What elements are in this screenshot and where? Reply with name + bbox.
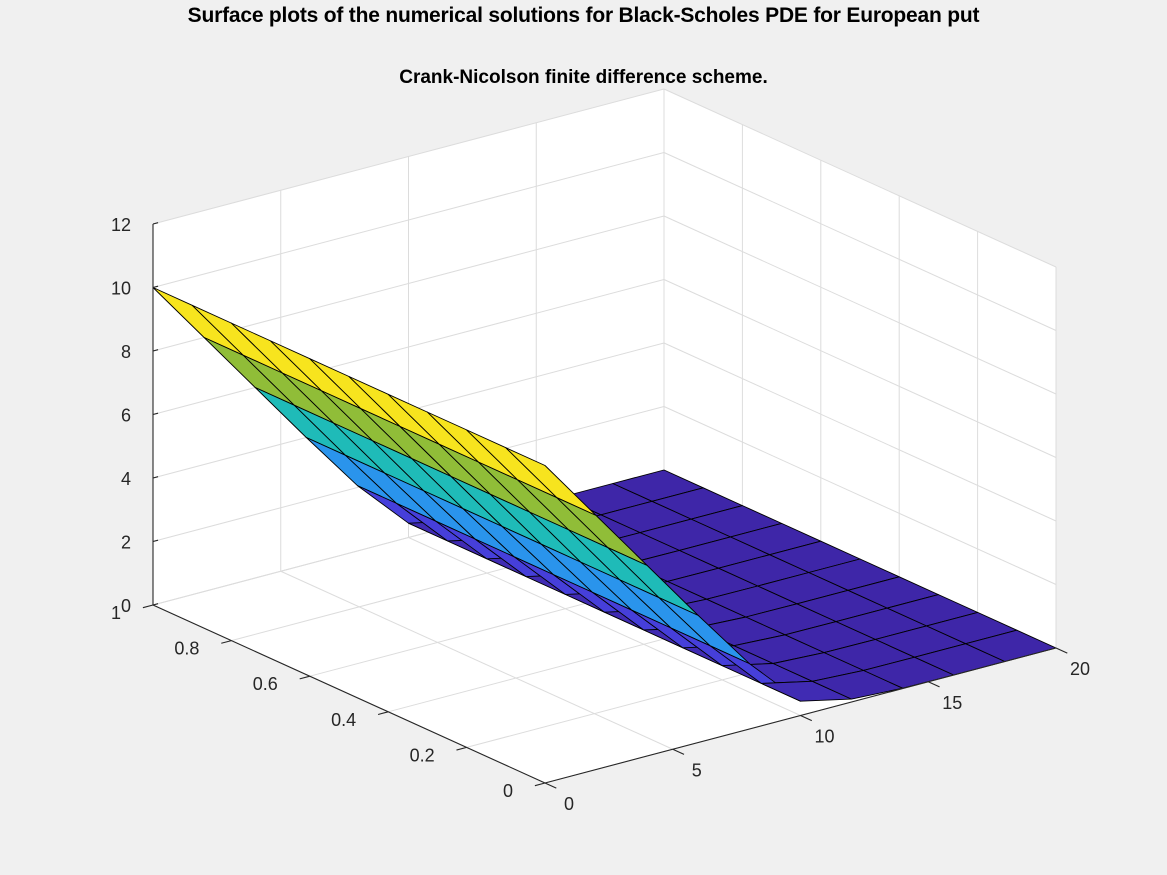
x-tick-label: 5	[692, 760, 702, 780]
z-tick-mark	[152, 412, 159, 416]
z-tick-label: 4	[121, 469, 131, 489]
z-tick-label: 8	[121, 342, 131, 362]
x-tick-mark	[544, 782, 557, 789]
y-tick-label: 1	[111, 603, 121, 623]
y-tick-label: 0.4	[331, 710, 356, 730]
grid-line	[663, 279, 1057, 458]
z-tick-mark	[152, 539, 159, 543]
y-tick-label: 0	[503, 781, 513, 801]
x-tick-mark	[928, 681, 940, 688]
z-tick-label: 10	[111, 279, 131, 299]
z-tick-mark	[152, 222, 159, 225]
axis-lines	[142, 222, 1068, 789]
y-tick-label: 0.6	[253, 674, 278, 694]
grid-line	[152, 152, 665, 288]
z-tick-mark	[152, 476, 159, 479]
grid-line	[663, 342, 1057, 522]
x-tick-label: 15	[942, 693, 962, 713]
grid-line	[408, 537, 801, 716]
y-tick-mark	[534, 782, 546, 787]
z-tick-label: 6	[121, 406, 131, 426]
x-tick-label: 10	[814, 727, 834, 747]
y-tick-label: 0.2	[410, 745, 435, 765]
grid-line	[663, 152, 1057, 331]
z-tick-mark	[152, 603, 159, 606]
z-tick-mark	[152, 349, 159, 352]
y-tick-mark	[299, 675, 310, 680]
grid-line	[152, 88, 665, 225]
x-tick-label: 0	[564, 794, 574, 814]
x-tick-label: 20	[1070, 659, 1090, 679]
z-tick-label: 12	[111, 215, 131, 235]
grid-line	[280, 570, 673, 750]
y-tick-mark	[142, 604, 154, 609]
grid-line	[663, 406, 1057, 585]
surface-patches	[152, 287, 1057, 702]
x-tick-mark	[800, 714, 813, 722]
y-tick-mark	[377, 711, 389, 716]
z-tick-label: 2	[121, 533, 131, 553]
x-tick-mark	[1055, 647, 1068, 654]
y-tick-mark	[456, 746, 467, 751]
x-tick-mark	[672, 748, 685, 755]
chart-title: Surface plots of the numerical solutions…	[187, 4, 980, 27]
y-tick-mark	[221, 640, 232, 644]
z-tick-label: 0	[121, 596, 131, 616]
grid-line	[663, 215, 1057, 395]
z-tick-mark	[152, 285, 159, 289]
grid-line	[663, 88, 1057, 268]
grid-line	[152, 279, 665, 415]
y-axis-line	[152, 604, 546, 784]
y-tick-label: 0.8	[174, 639, 199, 659]
chart-subtitle: Crank-Nicolson finite difference scheme.	[399, 67, 768, 88]
